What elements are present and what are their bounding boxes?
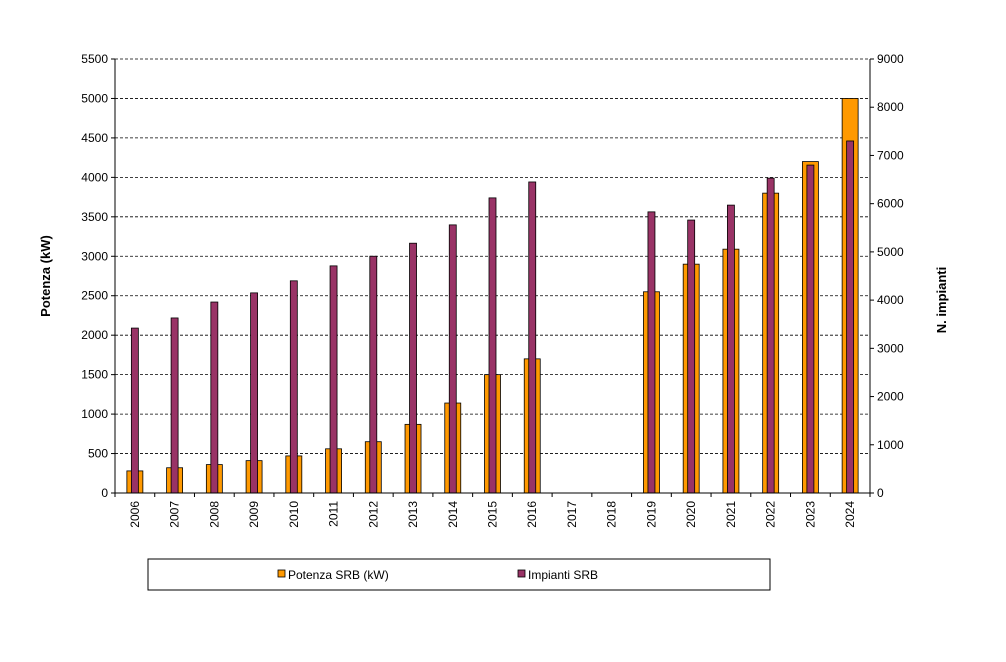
tick-label-right: 9000 [877, 52, 904, 66]
tick-label-right: 8000 [877, 100, 904, 114]
bar-impianti-2020 [687, 219, 696, 494]
legend-label-impianti: Impianti SRB [528, 568, 598, 582]
tick-label-left: 500 [88, 447, 108, 461]
tick-label-x: 2023 [803, 501, 817, 528]
bar-impianti-2010 [289, 280, 298, 494]
tick-label-x: 2011 [327, 501, 341, 527]
bar-impianti-2024 [846, 140, 855, 494]
tick-label-x: 2019 [644, 501, 658, 528]
tick-label-left: 3000 [81, 249, 108, 263]
tick-label-right: 3000 [877, 341, 904, 355]
bar-impianti-2021 [727, 204, 735, 494]
tick-label-x: 2006 [128, 501, 142, 528]
bar-impianti-2022 [766, 177, 775, 494]
bar-impianti-2023 [806, 164, 815, 494]
axes: 0 500 1000 1500 2000 2500 3000 3500 4000 4500 5000… [81, 52, 904, 528]
tick-label-x: 2016 [525, 501, 539, 528]
tick-label-left: 0 [101, 486, 108, 500]
legend: Potenza SRB (kW) Impianti SRB [147, 558, 771, 591]
tick-label-x: 2018 [605, 501, 619, 528]
y-axis-title-right: N. impianti [934, 267, 949, 333]
bar-impianti-2011 [329, 265, 338, 494]
tick-label-left: 4000 [81, 170, 108, 184]
bar-impianti-2008 [210, 301, 219, 494]
tick-label-right: 1000 [877, 438, 904, 452]
tick-label-left: 1500 [81, 368, 108, 382]
tick-label-left: 2000 [81, 328, 108, 342]
tick-label-x: 2010 [287, 501, 301, 528]
bar-impianti-2015 [488, 197, 497, 494]
bars [126, 98, 859, 494]
tick-label-x: 2022 [764, 501, 778, 528]
y-axis-title-left: Potenza (kW) [38, 235, 53, 317]
tick-label-left: 1000 [81, 407, 108, 421]
tick-label-left: 5500 [81, 52, 108, 66]
tick-label-x: 2014 [446, 501, 460, 528]
tick-label-x: 2017 [565, 501, 579, 528]
bar-impianti-2007 [170, 317, 179, 494]
bar-impianti-2016 [528, 181, 537, 494]
tick-label-right: 7000 [877, 148, 904, 162]
bar-impianti-2019 [647, 211, 656, 494]
tick-label-left: 5000 [81, 91, 108, 105]
tick-label-left: 2500 [81, 289, 108, 303]
legend-label-potenza: Potenza SRB (kW) [288, 568, 389, 582]
bar-impianti-2009 [250, 292, 258, 494]
tick-label-x: 2009 [247, 501, 261, 528]
tick-label-right: 6000 [877, 197, 904, 211]
tick-label-right: 5000 [877, 245, 904, 259]
tick-label-x: 2012 [366, 501, 380, 528]
tick-label-x: 2015 [486, 501, 500, 528]
bar-impianti-2013 [409, 242, 417, 494]
tick-label-x: 2007 [168, 501, 182, 528]
tick-label-right: 2000 [877, 390, 904, 404]
tick-label-x: 2020 [684, 501, 698, 528]
tick-label-left: 3500 [81, 210, 108, 224]
tick-label-x: 2024 [843, 501, 857, 528]
bar-impianti-2006 [130, 327, 139, 494]
tick-label-right: 0 [877, 486, 884, 500]
legend-swatch-impianti [517, 569, 526, 578]
legend-swatch-potenza [277, 569, 286, 578]
bar-impianti-2014 [448, 224, 457, 494]
tick-label-x: 2013 [406, 501, 420, 528]
tick-label-left: 4500 [81, 131, 108, 145]
bar-impianti-2012 [369, 255, 378, 494]
tick-label-right: 4000 [877, 293, 904, 307]
tick-label-x: 2021 [724, 501, 738, 528]
tick-label-x: 2008 [207, 501, 221, 528]
